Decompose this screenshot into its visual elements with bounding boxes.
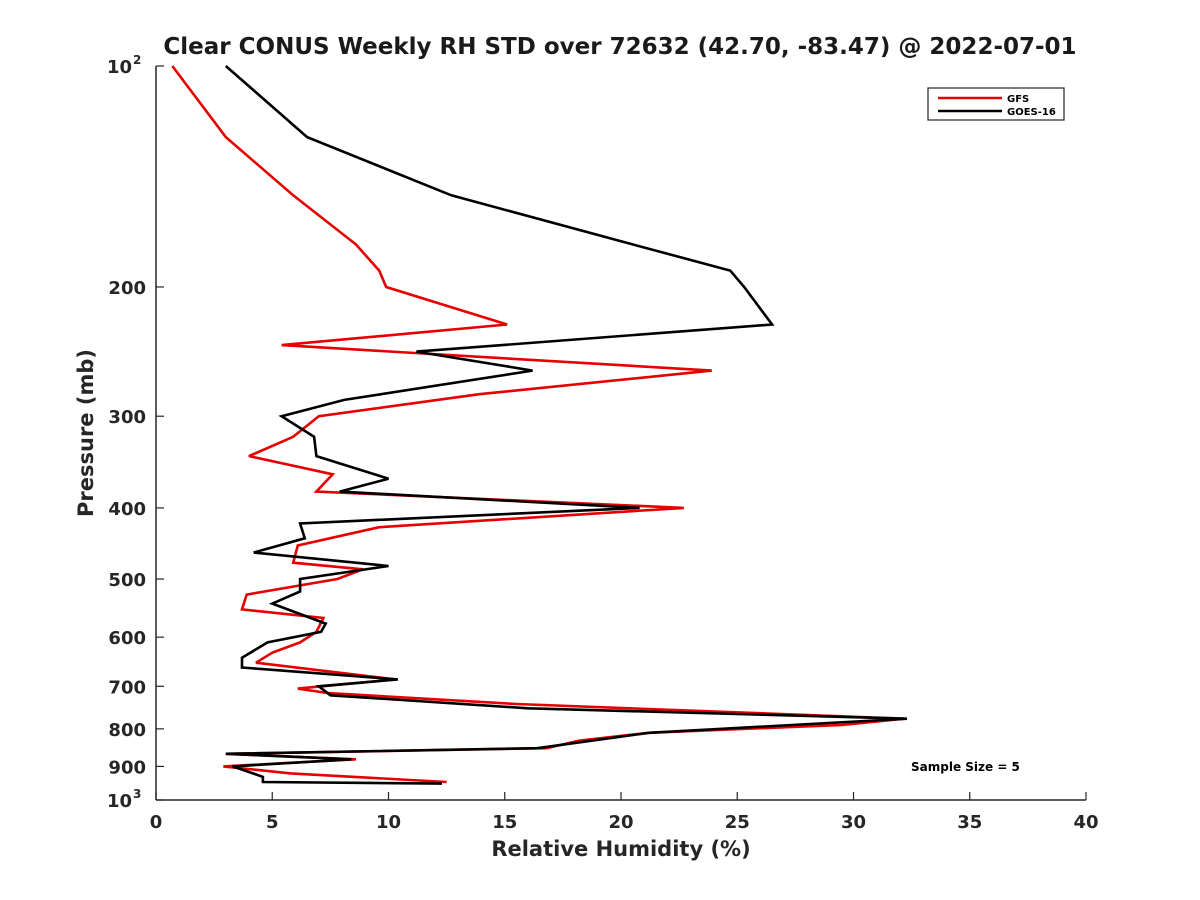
x-tick-label: 30 <box>841 812 866 833</box>
x-tick-label: 10 <box>376 812 401 833</box>
x-tick-label: 40 <box>1073 812 1098 833</box>
y-tick-label: 200 <box>108 278 146 299</box>
legend-box <box>927 87 1065 121</box>
x-tick-label: 35 <box>957 812 982 833</box>
y-tick-label: 800 <box>108 720 146 741</box>
legend-label-goes-16: GOES-16 <box>1007 107 1056 118</box>
legend-label-gfs: GFS <box>1007 94 1029 105</box>
y-tick-label: 10 3 <box>107 787 141 812</box>
y-tick-label: 900 <box>108 757 146 778</box>
y-tick-label-exponent: 2 <box>133 53 141 67</box>
x-tick-label: 25 <box>725 812 750 833</box>
x-tick-label: 5 <box>266 812 279 833</box>
y-tick-label: 300 <box>108 407 146 428</box>
y-tick-label: 10 2 <box>107 53 141 78</box>
plot-area <box>156 66 1086 800</box>
legend: GFS GOES-16 <box>927 87 1065 121</box>
x-tick-label: 15 <box>492 812 517 833</box>
y-tick-label-base: 10 <box>107 791 132 812</box>
y-tick-label: 700 <box>108 677 146 698</box>
x-tick-label: 0 <box>150 812 163 833</box>
y-tick-label: 400 <box>108 499 146 520</box>
y-axis-label: Pressure (mb) <box>74 349 98 517</box>
y-tick-label: 600 <box>108 628 146 649</box>
x-axis-label: Relative Humidity (%) <box>491 837 750 861</box>
series-line-goes-16 <box>224 65 908 785</box>
y-tick-label-exponent: 3 <box>133 787 141 801</box>
sample-size-annotation: Sample Size = 5 <box>911 760 1020 774</box>
y-tick-label: 500 <box>108 570 146 591</box>
y-tick-label-base: 10 <box>107 57 132 78</box>
chart-title: Clear CONUS Weekly RH STD over 72632 (42… <box>163 34 1076 60</box>
x-tick-label: 20 <box>608 812 633 833</box>
